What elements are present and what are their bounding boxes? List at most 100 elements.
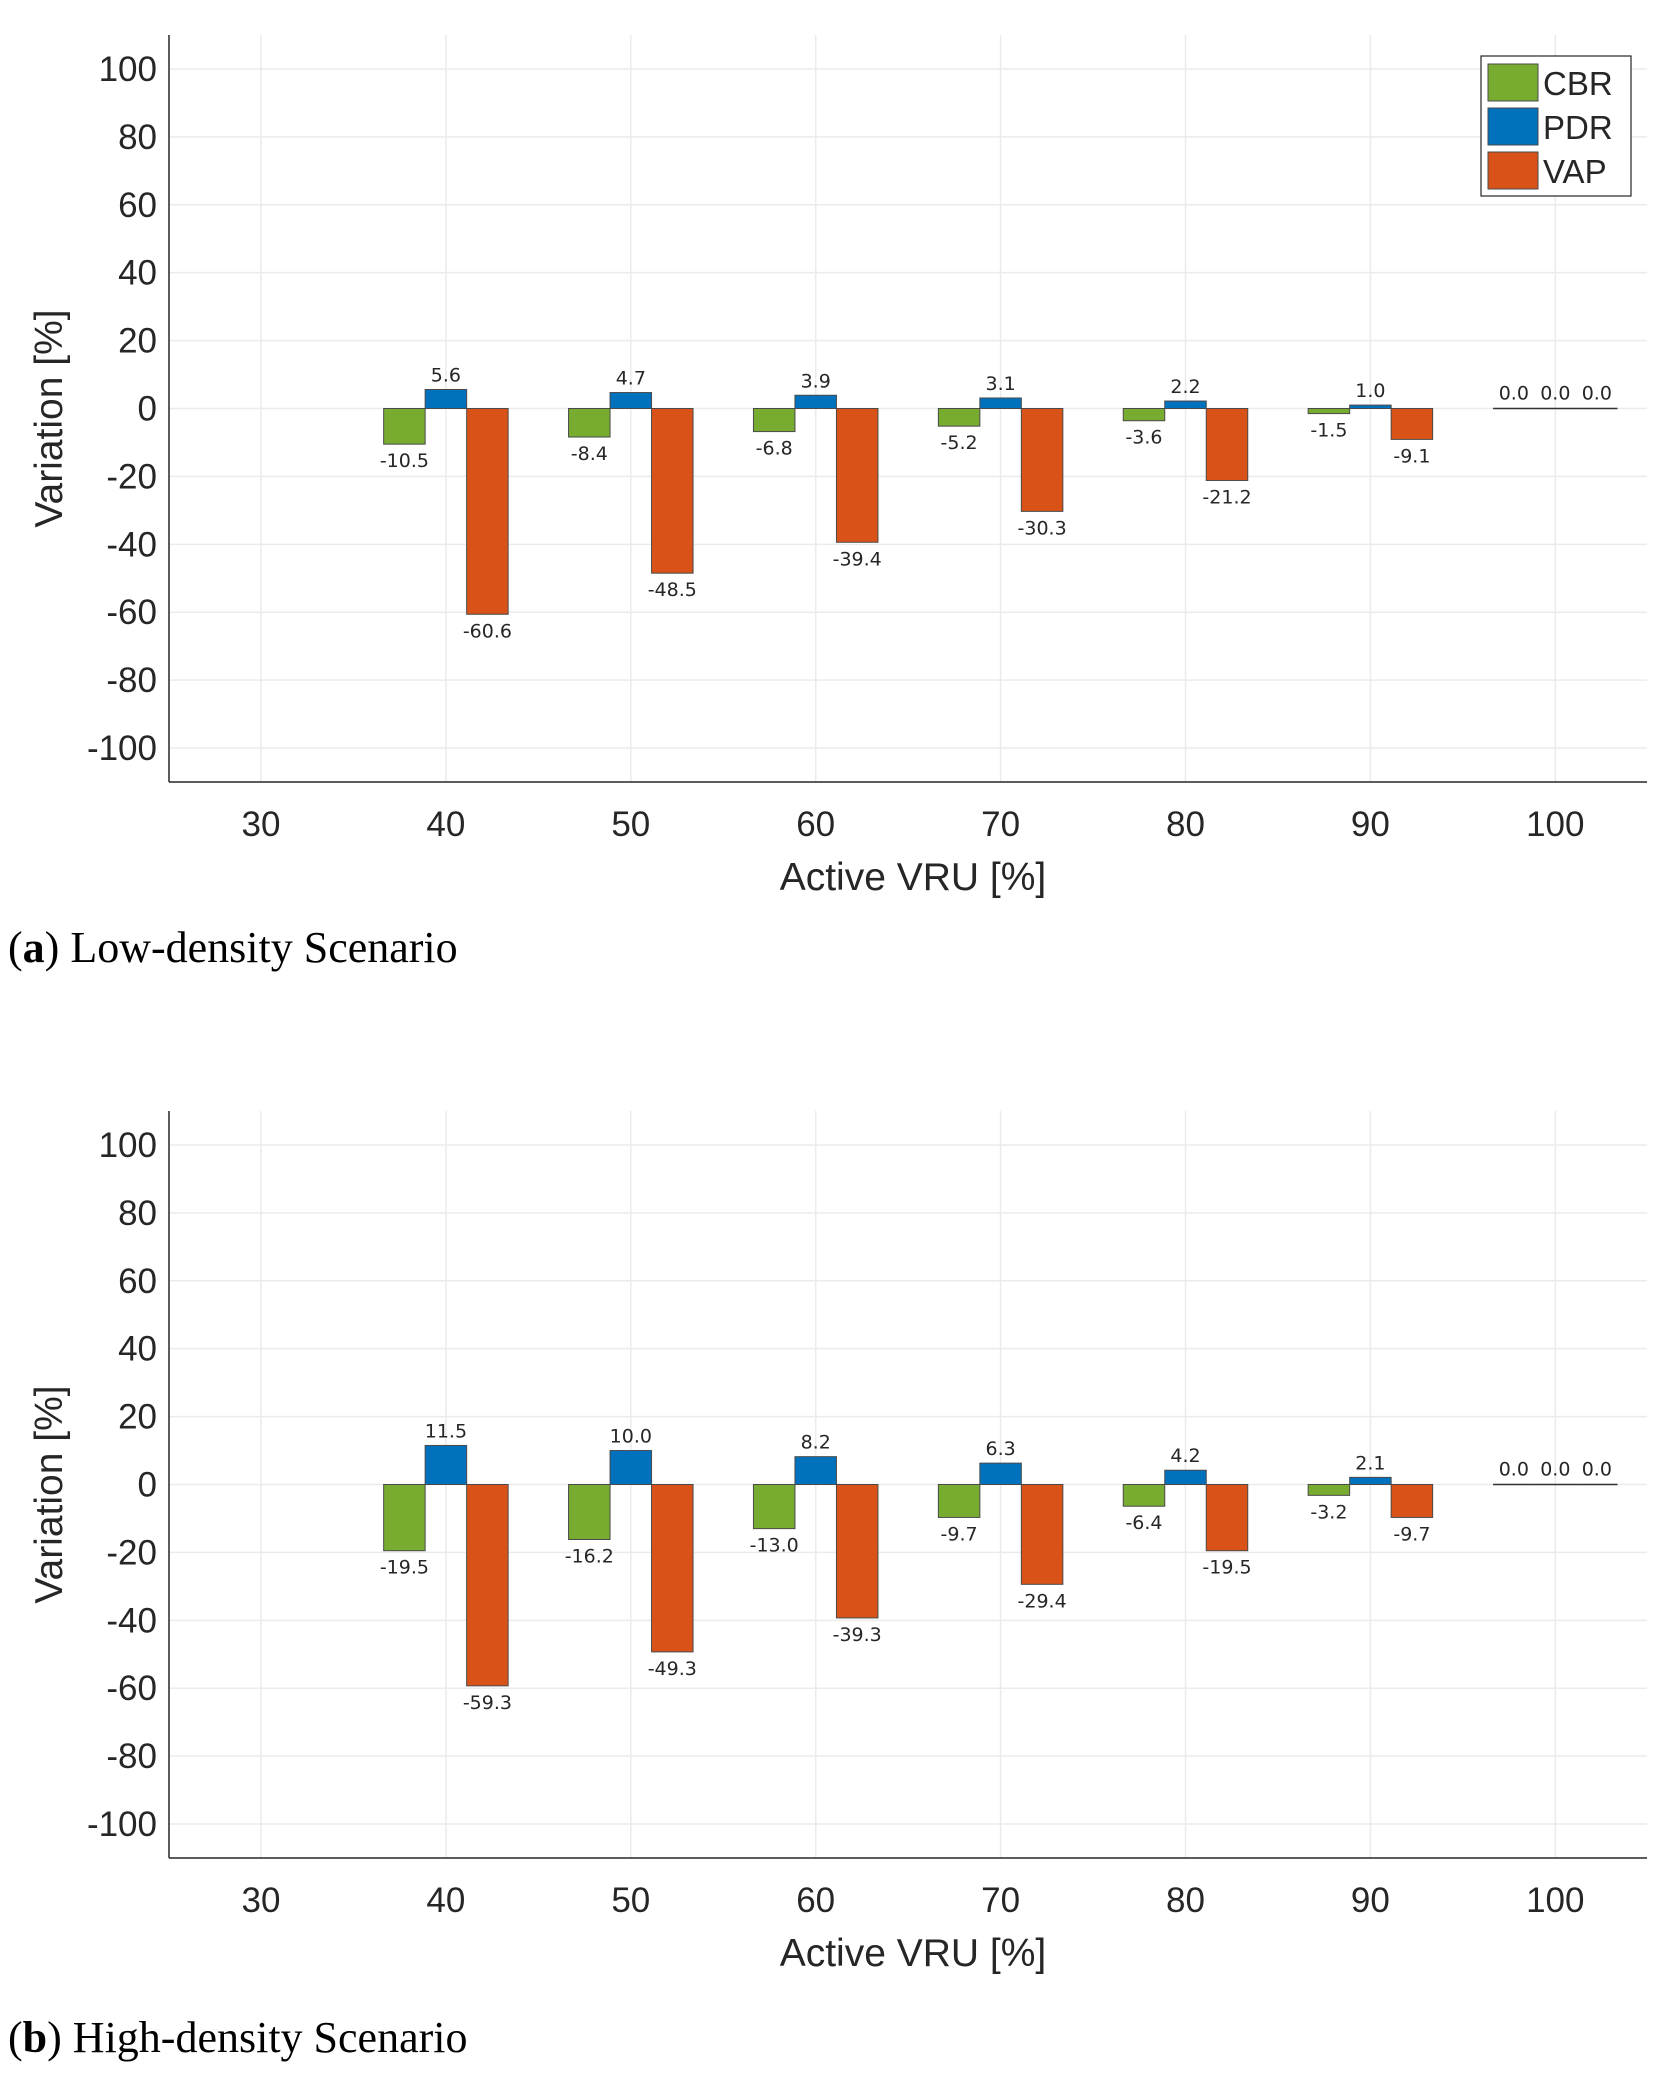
caption-text: Low-density Scenario <box>70 923 458 972</box>
bar-vap <box>651 1484 694 1653</box>
y-tick-label: 80 <box>118 118 157 157</box>
data-label: -39.3 <box>833 1624 882 1646</box>
bar-cbr <box>937 1484 981 1518</box>
x-tick-label: 90 <box>1351 1881 1390 1920</box>
y-tick-label: 20 <box>118 1398 157 1437</box>
bar-vap <box>1205 408 1249 481</box>
bar-vap <box>1205 1484 1249 1552</box>
bar-cbr <box>383 1484 426 1552</box>
grid-lines <box>169 1111 1647 1858</box>
bar-pdr <box>424 388 468 409</box>
data-label: -10.5 <box>380 450 429 472</box>
y-tick-label: 40 <box>118 254 157 293</box>
x-tick-label: 30 <box>242 1881 281 1920</box>
legend-swatch-vap <box>1487 151 1539 190</box>
x-axis-label: Active VRU [%] <box>780 1932 1047 1975</box>
x-tick-label: 80 <box>1166 805 1205 844</box>
series-pdr: 5.6 4.7 3.9 3.1 2.2 1.0 0.0 <box>424 364 1577 410</box>
bar-cbr <box>752 408 796 433</box>
x-tick-label: 40 <box>426 1881 465 1920</box>
bar-vap <box>1020 1484 1064 1585</box>
data-label: -6.8 <box>756 438 793 460</box>
data-label: -59.3 <box>463 1692 512 1714</box>
bar-vap <box>835 408 879 543</box>
data-label: 0.0 <box>1499 383 1529 405</box>
series-pdr: 11.5 10.0 8.2 6.3 4.2 2.1 0.0 <box>424 1420 1577 1486</box>
bar-pdr <box>1164 400 1207 409</box>
y-tick-label: -100 <box>87 729 157 768</box>
y-tick-label: -40 <box>106 1601 157 1640</box>
bar-cbr <box>1122 408 1166 422</box>
bar-chart-low-density: 100 80 60 40 20 0 -20 -40 -60 -80 -100 30 40 50 60 70 80… <box>28 35 1647 899</box>
y-tick-label: -60 <box>106 1669 157 1708</box>
bar-cbr <box>752 1484 796 1530</box>
y-tick-label: -100 <box>87 1805 157 1844</box>
bar-pdr <box>1349 404 1392 410</box>
bar-cbr <box>568 1484 611 1541</box>
y-tick-label: 0 <box>138 1466 157 1505</box>
legend-swatch-cbr <box>1487 63 1539 102</box>
y-tick-label: 80 <box>118 1194 157 1233</box>
caption-letter: b <box>22 2013 48 2062</box>
y-tick-label: 60 <box>118 186 157 225</box>
data-label: 0.0 <box>1582 1459 1612 1481</box>
data-label: -19.5 <box>380 1557 429 1579</box>
y-tick-label: -20 <box>106 457 157 496</box>
data-label: -16.2 <box>565 1546 614 1568</box>
x-tick-label: 90 <box>1351 805 1390 844</box>
x-tick-label: 80 <box>1166 1881 1205 1920</box>
x-tick-label: 50 <box>611 805 650 844</box>
bar-pdr <box>1164 1469 1207 1486</box>
bar-cbr <box>383 408 426 445</box>
bar-cbr <box>1122 1484 1166 1507</box>
data-label: -9.7 <box>1393 1523 1430 1545</box>
x-tick-label: 40 <box>426 805 465 844</box>
legend-label-pdr: PDR <box>1543 109 1613 146</box>
data-label: -48.5 <box>648 579 697 601</box>
data-label: -39.4 <box>833 548 882 570</box>
bar-pdr <box>794 1456 837 1486</box>
caption-low-density: (a) Low-density Scenario <box>8 923 458 972</box>
x-tick-label: 70 <box>981 805 1020 844</box>
data-label: -21.2 <box>1202 486 1251 508</box>
bar-vap <box>1390 408 1434 440</box>
data-label: 5.6 <box>431 364 461 386</box>
data-label: -29.4 <box>1018 1590 1067 1612</box>
data-label: 0.0 <box>1582 383 1612 405</box>
x-tick-label: 60 <box>796 805 835 844</box>
chart-panel-high-density: 100 80 60 40 20 0 -20 -40 -60 -80 -100 30 40 50 60 70 80… <box>0 1076 1672 2076</box>
x-tick-label: 70 <box>981 1881 1020 1920</box>
data-label: -9.7 <box>941 1523 978 1545</box>
legend-label-vap: VAP <box>1543 153 1607 190</box>
bar-vap <box>835 1484 879 1619</box>
x-tick-label: 100 <box>1526 1881 1584 1920</box>
data-label: -49.3 <box>648 1658 697 1680</box>
data-label: 10.0 <box>610 1426 652 1448</box>
data-label: -60.6 <box>463 620 512 642</box>
data-label: 4.2 <box>1170 1445 1200 1467</box>
data-label: -3.2 <box>1310 1501 1347 1523</box>
data-label: -19.5 <box>1202 1557 1251 1579</box>
y-tick-label: 100 <box>99 1126 157 1165</box>
y-tick-label: -20 <box>106 1533 157 1572</box>
y-tick-label: -80 <box>106 1737 157 1776</box>
x-tick-label: 60 <box>796 1881 835 1920</box>
series-vap: -60.6 -48.5 -39.4 -30.3 -21.2 -9.1 0.0 <box>463 383 1618 642</box>
bar-pdr <box>1349 1476 1392 1485</box>
legend-label-cbr: CBR <box>1543 65 1613 102</box>
bar-cbr <box>1307 408 1351 415</box>
x-tick-label: 30 <box>242 805 281 844</box>
series-cbr: -19.5 -16.2 -13.0 -9.7 -6.4 -3.2 0.0 <box>380 1459 1535 1579</box>
data-label: -8.4 <box>571 443 608 465</box>
data-label: 0.0 <box>1540 383 1570 405</box>
legend-swatch-pdr <box>1487 107 1539 146</box>
data-label: 11.5 <box>425 1420 467 1442</box>
y-tick-label: 100 <box>99 50 157 89</box>
bar-vap <box>1390 1484 1434 1518</box>
y-tick-label: -80 <box>106 661 157 700</box>
bar-chart-high-density: 100 80 60 40 20 0 -20 -40 -60 -80 -100 30 40 50 60 70 80… <box>28 1111 1647 1975</box>
caption-text: High-density Scenario <box>72 2013 468 2062</box>
bar-pdr <box>979 1462 1022 1486</box>
y-tick-label: 40 <box>118 1330 157 1369</box>
bar-vap <box>1020 408 1064 512</box>
